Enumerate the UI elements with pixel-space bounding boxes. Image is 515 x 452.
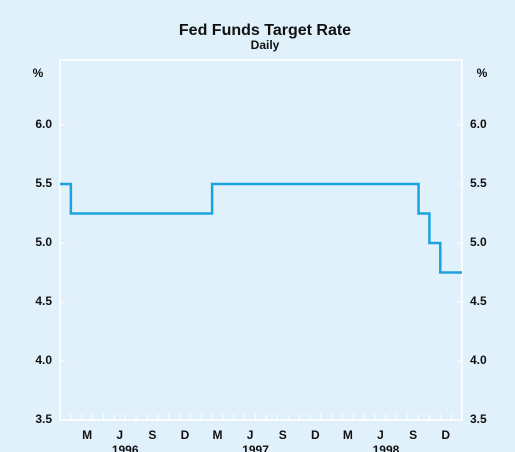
y2-tick-label: 6.0 (470, 117, 487, 131)
x-tick-label: M (82, 428, 92, 442)
x-tick-label: D (441, 428, 450, 442)
x-tick-label: S (148, 428, 156, 442)
year-label: 1997 (242, 443, 269, 452)
chart-subtitle: Daily (251, 38, 280, 52)
year-label: 1996 (112, 443, 139, 452)
x-tick-label: D (311, 428, 320, 442)
year-label: 1998 (373, 443, 400, 452)
y2-axis-label: % (477, 66, 488, 80)
y-tick-label: 5.5 (35, 176, 52, 190)
y-tick-label: 3.5 (35, 412, 52, 426)
y-tick-label: 5.0 (35, 235, 52, 249)
y2-tick-label: 4.5 (470, 294, 487, 308)
y-tick-label: 4.5 (35, 294, 52, 308)
rate-line (60, 182, 462, 274)
x-tick-label: S (409, 428, 417, 442)
y2-tick-label: 5.0 (470, 235, 487, 249)
y-axis-label: % (33, 66, 44, 80)
x-tick-label: S (279, 428, 287, 442)
x-tick-label: D (181, 428, 190, 442)
y2-tick-label: 3.5 (470, 412, 487, 426)
chart-title: Fed Funds Target Rate (179, 22, 351, 39)
x-tick-label: J (377, 428, 384, 442)
plot-frame (59, 59, 463, 421)
y2-tick-label: 4.0 (470, 353, 487, 367)
x-tick-label: J (116, 428, 123, 442)
y2-tick-label: 5.5 (470, 176, 487, 190)
y-tick-label: 6.0 (35, 117, 52, 131)
x-tick-label: J (247, 428, 254, 442)
x-tick-label: M (213, 428, 223, 442)
y-tick-label: 4.0 (35, 353, 52, 367)
x-tick-label: M (343, 428, 353, 442)
